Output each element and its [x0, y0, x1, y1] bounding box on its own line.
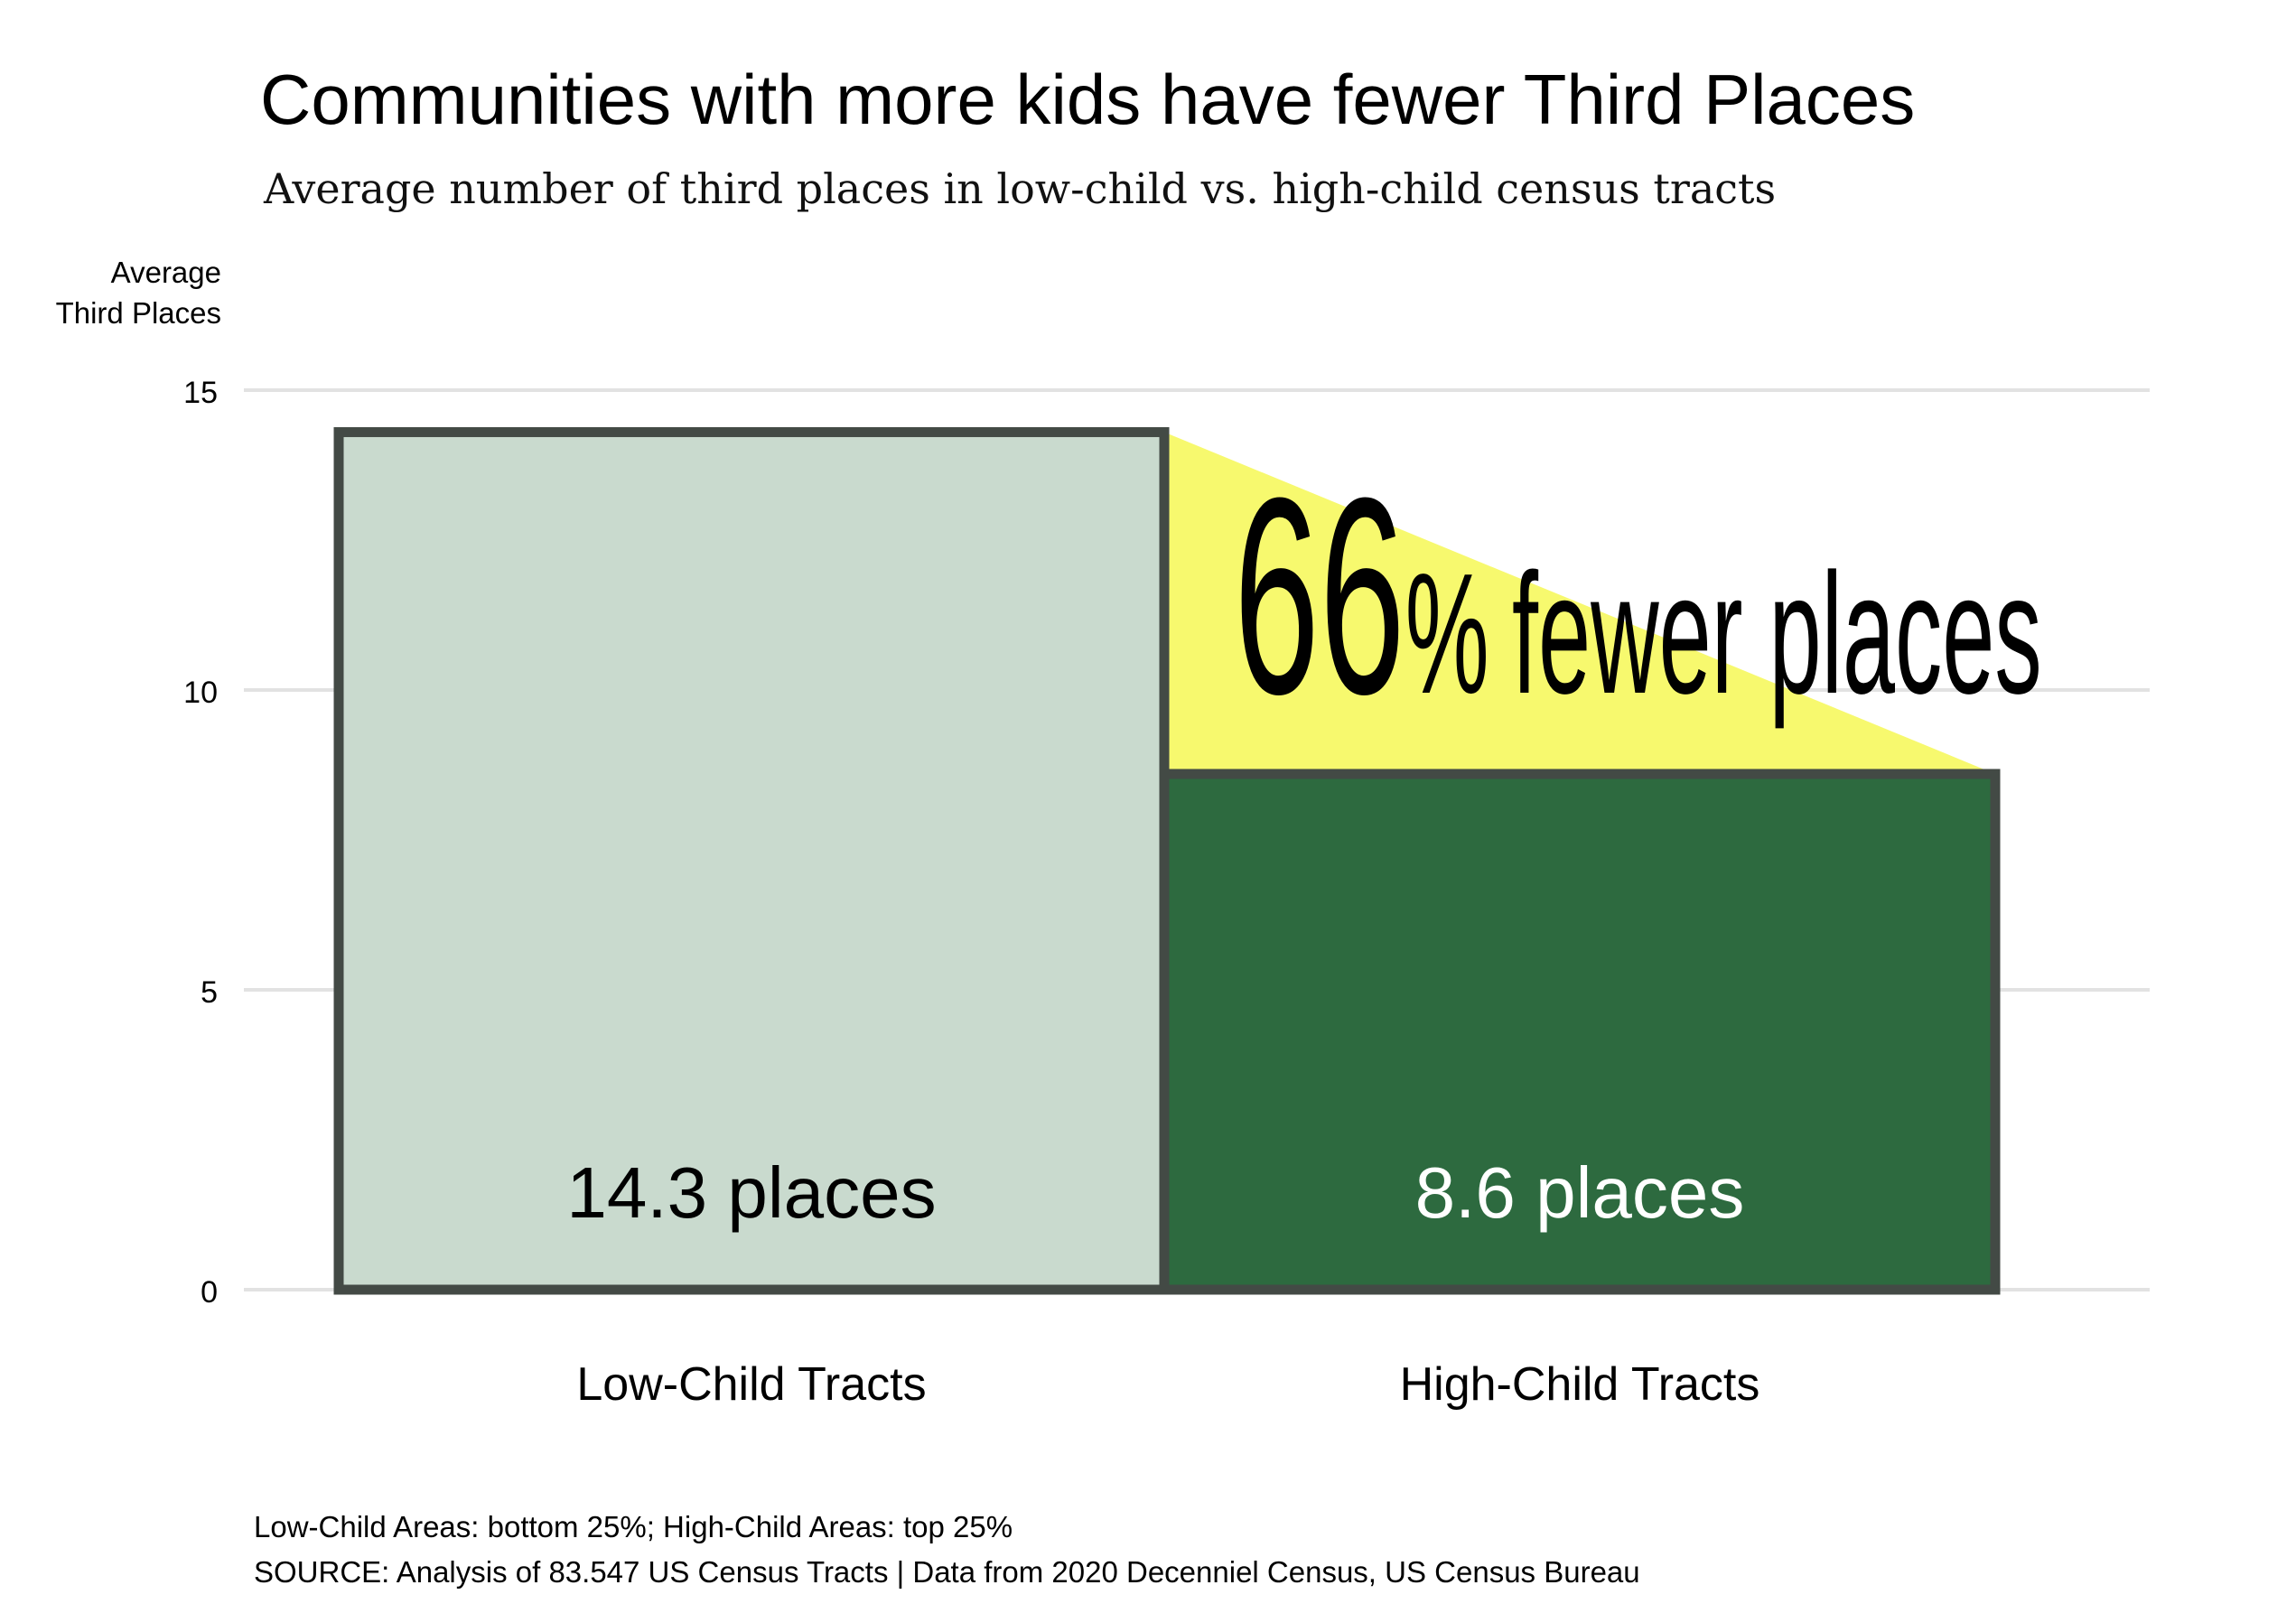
y-tick-label: 15	[183, 376, 218, 410]
annotation-big-number: 66	[1234, 441, 1405, 753]
bar-value-label: 14.3 places	[566, 1152, 936, 1233]
chart-subtitle: Average number of third places in low-ch…	[263, 164, 1776, 213]
y-axis-label-line-1: Average	[111, 256, 221, 289]
annotation-percent: %	[1405, 538, 1489, 730]
bar-value-label: 8.6 places	[1415, 1152, 1745, 1233]
difference-highlight	[1164, 432, 1995, 774]
x-tick-label: High-Child Tracts	[1400, 1358, 1760, 1411]
y-tick-label: 0	[201, 1275, 218, 1310]
chart-title: Communities with more kids have fewer Th…	[260, 60, 1915, 139]
annotation-text: fewer places	[1512, 538, 2042, 730]
footnote-2: SOURCE: Analysis of 83.547 US Census Tra…	[254, 1555, 1640, 1589]
y-tick-label: 10	[183, 676, 218, 710]
x-tick-label: Low-Child Tracts	[576, 1358, 926, 1411]
y-axis-label-line-2: Third Places	[56, 296, 221, 330]
footnote-1: Low-Child Areas: bottom 25%; High-Child …	[254, 1510, 1013, 1543]
y-tick-label: 5	[201, 975, 218, 1010]
bar-low-child	[333, 426, 1170, 1295]
bar-high-child	[1159, 769, 2001, 1295]
difference-annotation: 66% fewer places	[1234, 441, 2042, 753]
